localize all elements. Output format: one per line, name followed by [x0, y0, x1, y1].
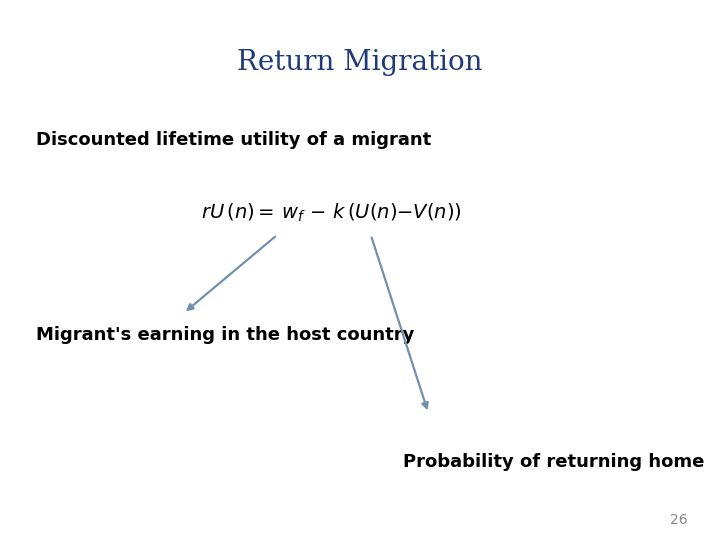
Text: Discounted lifetime utility of a migrant: Discounted lifetime utility of a migrant [36, 131, 431, 150]
Text: 26: 26 [670, 512, 688, 526]
Text: $rU\,(n){=}\,w_f\,-\,k\,(U(n){-}V(n))$: $rU\,(n){=}\,w_f\,-\,k\,(U(n){-}V(n))$ [201, 202, 462, 225]
Text: Return Migration: Return Migration [238, 49, 482, 76]
Text: Migrant's earning in the host country: Migrant's earning in the host country [36, 326, 415, 344]
Text: Probability of returning home: Probability of returning home [403, 453, 705, 471]
